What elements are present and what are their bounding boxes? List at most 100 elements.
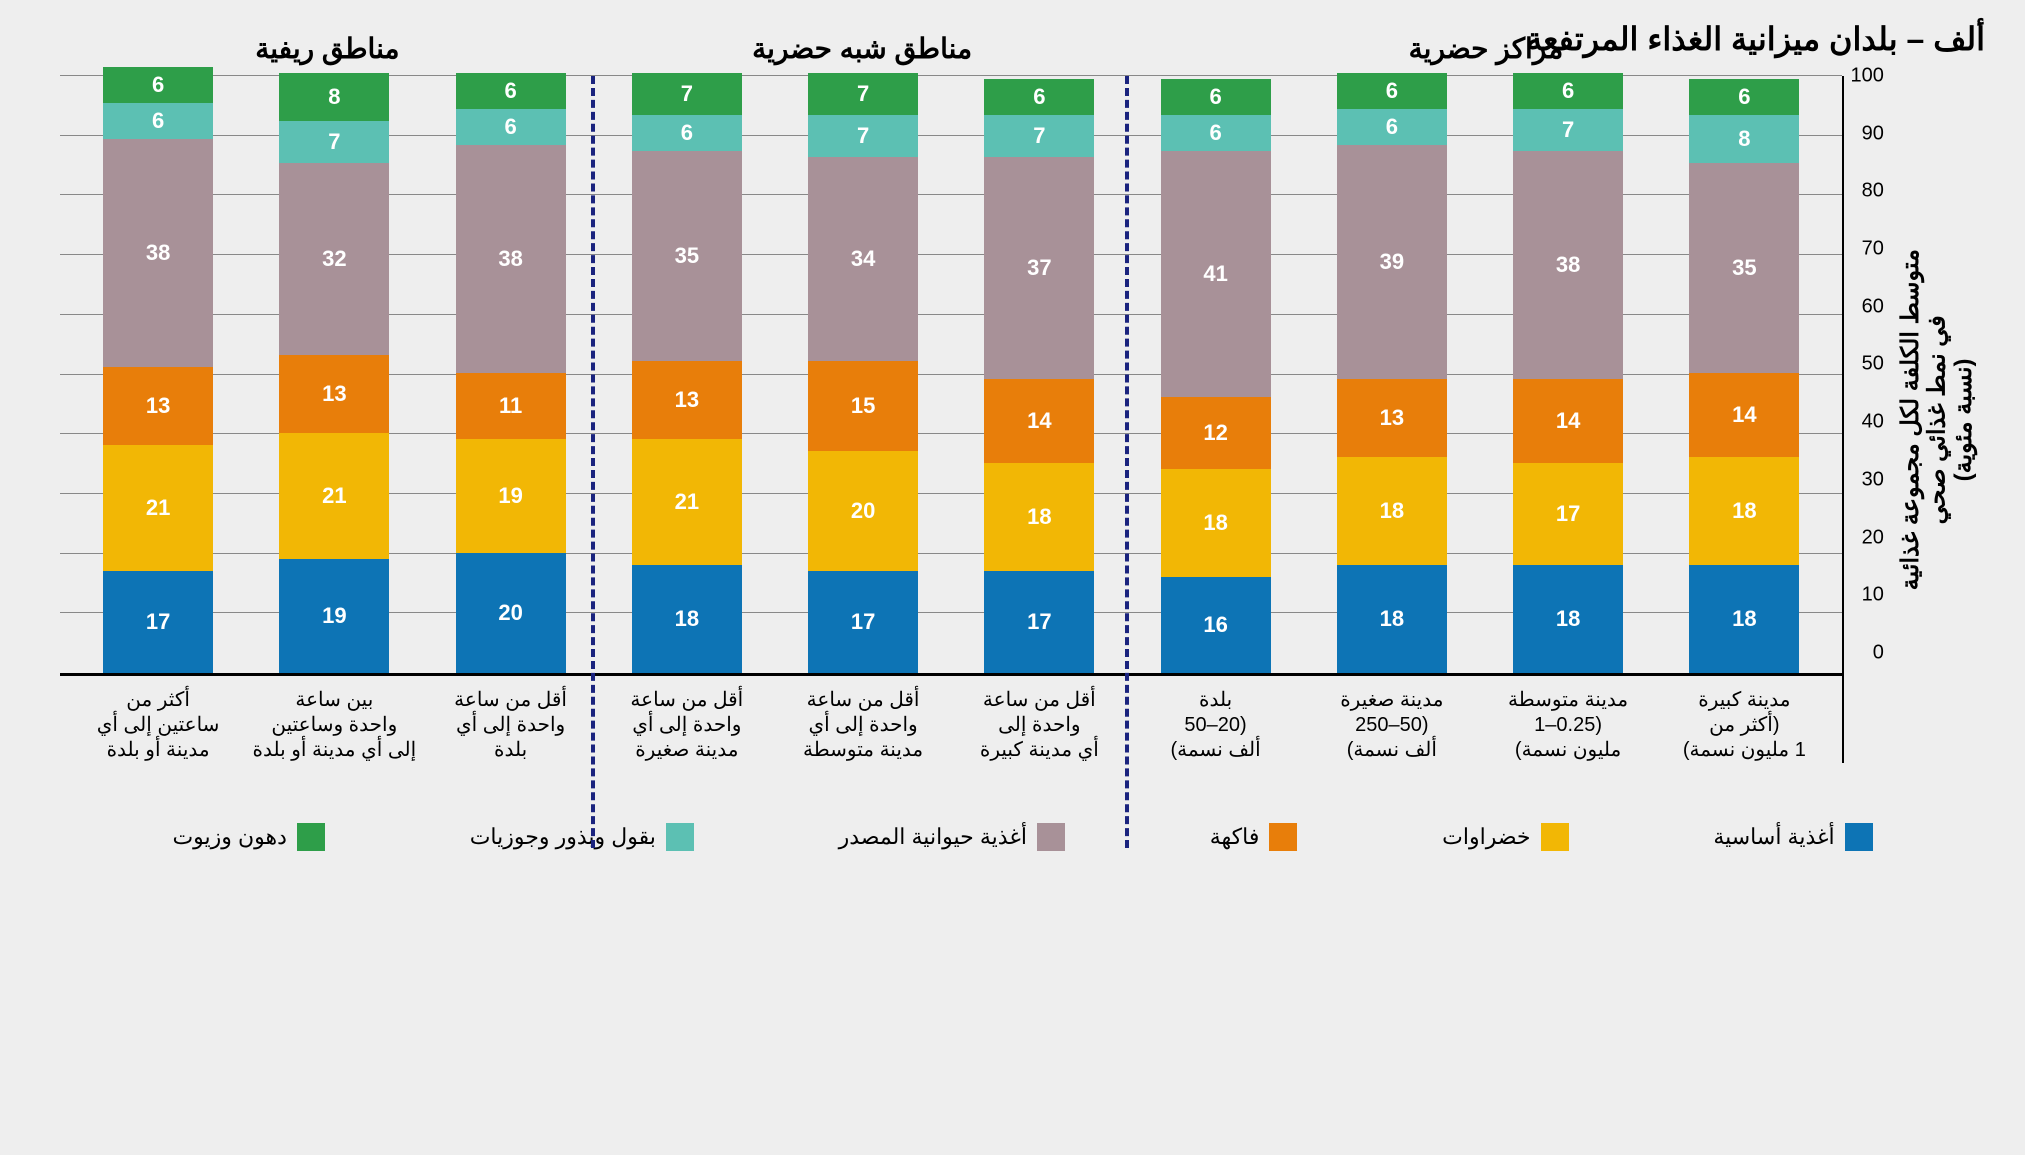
bar-segment-staple: 18	[632, 565, 742, 673]
legend-label: بقول وبذور وجوزيات	[470, 824, 656, 850]
bar-segment-fruit: 13	[632, 361, 742, 439]
group-header: مناطق ريفية	[255, 32, 399, 65]
bar-segment-fruit: 14	[1689, 373, 1799, 457]
bar-segment-pulses: 6	[1161, 115, 1271, 151]
stacked-bar: 1821133567	[632, 73, 742, 673]
legend-swatch	[1269, 823, 1297, 851]
bar-segment-staple: 18	[1513, 565, 1623, 673]
bar-segment-fruit: 14	[984, 379, 1094, 463]
y-tick: 80	[1850, 180, 1883, 203]
legend-item-fruit: فاكهة	[1210, 823, 1298, 851]
group-divider	[1125, 76, 1129, 848]
legend-swatch	[297, 823, 325, 851]
bar-segment-staple: 17	[984, 571, 1094, 673]
x-axis-label: مدينة متوسطة(0.25–1مليون نسمة)	[1480, 688, 1656, 763]
bar-segment-fats: 6	[1161, 79, 1271, 115]
legend-item-fats: دهون وزيوت	[172, 823, 324, 851]
bar-segment-fruit: 15	[808, 361, 918, 451]
x-axis-label: أقل من ساعةواحدة إلى أيبلدة	[422, 688, 598, 763]
bar-slot: 1818133966	[1304, 76, 1480, 673]
bar-segment-staple: 16	[1161, 577, 1271, 673]
bar-segment-fruit: 11	[456, 373, 566, 439]
bar-segment-fats: 6	[984, 79, 1094, 115]
legend-label: فاكهة	[1210, 824, 1260, 850]
stacked-bar: 2019113866	[456, 73, 566, 673]
bar-segment-veg: 21	[279, 433, 389, 559]
bar-slot: 1817143876	[1480, 76, 1656, 673]
stacked-bar: 1818133966	[1337, 73, 1447, 673]
bar-segment-veg: 19	[456, 439, 566, 553]
bar-segment-pulses: 7	[279, 121, 389, 163]
bar-segment-veg: 18	[1689, 457, 1799, 565]
x-axis-label: أقل من ساعةواحدة إلى أيمدينة متوسطة	[775, 688, 951, 763]
bar-segment-animal: 35	[632, 151, 742, 361]
x-axis-label: مدينة صغيرة(50–250ألف نسمة)	[1304, 688, 1480, 763]
bar-slot: 1721133866	[70, 76, 246, 673]
bar-segment-animal: 39	[1337, 145, 1447, 379]
legend-label: أغذية حيوانية المصدر	[839, 824, 1027, 850]
x-axis-label: أكثر منساعتين إلى أيمدينة أو بلدة	[70, 688, 246, 763]
x-axis-labels: مدينة كبيرة(أكثر من1 مليون نسمة)مدينة مت…	[60, 676, 1842, 763]
y-tick: 30	[1850, 468, 1883, 491]
legend: أغذية أساسية خضراوات فاكهة أغذية حيوانية ال…	[60, 823, 1985, 851]
bar-segment-staple: 20	[456, 553, 566, 673]
y-axis-ticks: 1009080706050403020100	[1844, 76, 1889, 676]
bar-slot: 1818143586	[1656, 76, 1832, 673]
chart-container: متوسط الكلفة لكل مجموعة غذائيةفي نمط غذا…	[60, 76, 1985, 763]
y-tick: 70	[1850, 238, 1883, 261]
legend-label: خضراوات	[1442, 824, 1530, 850]
y-tick: 0	[1850, 641, 1883, 664]
bar-segment-animal: 38	[1513, 151, 1623, 379]
bar-segment-fats: 6	[1513, 73, 1623, 109]
group-headers: مراكز حضرية مناطق شبه حضرية مناطق ريفية	[60, 32, 1842, 72]
bar-segment-pulses: 7	[1513, 109, 1623, 151]
bar-segment-veg: 21	[103, 445, 213, 571]
bar-segment-animal: 32	[279, 163, 389, 355]
legend-item-staple: أغذية أساسية	[1713, 823, 1872, 851]
y-tick: 10	[1850, 584, 1883, 607]
bar-slot: 1618124166	[1127, 76, 1303, 673]
bar-segment-pulses: 7	[984, 115, 1094, 157]
x-axis-label: أقل من ساعةواحدة إلى أيمدينة صغيرة	[599, 688, 775, 763]
bar-segment-pulses: 6	[1337, 109, 1447, 145]
bar-segment-pulses: 8	[1689, 115, 1799, 163]
group-header: مراكز حضرية	[1409, 32, 1564, 65]
legend-label: أغذية أساسية	[1713, 824, 1834, 850]
bar-segment-fruit: 14	[1513, 379, 1623, 463]
y-tick: 50	[1850, 353, 1883, 376]
bar-segment-fruit: 13	[103, 367, 213, 445]
x-axis-label: أقل من ساعةواحدة إلىأي مدينة كبيرة	[951, 688, 1127, 763]
bar-segment-veg: 18	[984, 463, 1094, 571]
bar-segment-staple: 18	[1689, 565, 1799, 673]
group-header: مناطق شبه حضرية	[752, 32, 972, 65]
bar-segment-pulses: 6	[103, 103, 213, 139]
legend-label: دهون وزيوت	[172, 824, 286, 850]
y-tick: 100	[1850, 65, 1883, 88]
bar-segment-animal: 34	[808, 157, 918, 361]
bar-segment-fats: 6	[1337, 73, 1447, 109]
bar-segment-fats: 7	[632, 73, 742, 115]
stacked-bar: 1721133866	[103, 67, 213, 673]
stacked-bar: 1618124166	[1161, 79, 1271, 673]
bar-segment-pulses: 6	[632, 115, 742, 151]
stacked-bar: 1817143876	[1513, 73, 1623, 673]
bar-slot: 1720153477	[775, 76, 951, 673]
stacked-bar: 1718143776	[984, 79, 1094, 673]
chart-area: مراكز حضريةمناطق شبه حضريةمناطق ريفية 18…	[60, 76, 1844, 763]
bar-segment-fats: 6	[1689, 79, 1799, 115]
x-axis-label: مدينة كبيرة(أكثر من1 مليون نسمة)	[1656, 688, 1832, 763]
legend-item-pulses: بقول وبذور وجوزيات	[470, 823, 694, 851]
x-axis-label: بلدة(20–50ألف نسمة)	[1127, 688, 1303, 763]
bar-slot: 2019113866	[422, 76, 598, 673]
bar-segment-staple: 17	[808, 571, 918, 673]
stacked-bar: 1720153477	[808, 73, 918, 673]
bar-slot: 1821133567	[599, 76, 775, 673]
y-tick: 90	[1850, 122, 1883, 145]
bar-segment-fats: 8	[279, 73, 389, 121]
bar-segment-fats: 6	[456, 73, 566, 109]
stacked-bar: 1921133278	[279, 73, 389, 673]
y-tick: 40	[1850, 411, 1883, 434]
legend-swatch	[1541, 823, 1569, 851]
x-axis-label: بين ساعةواحدة وساعتينإلى أي مدينة أو بلد…	[246, 688, 422, 763]
legend-swatch	[1845, 823, 1873, 851]
